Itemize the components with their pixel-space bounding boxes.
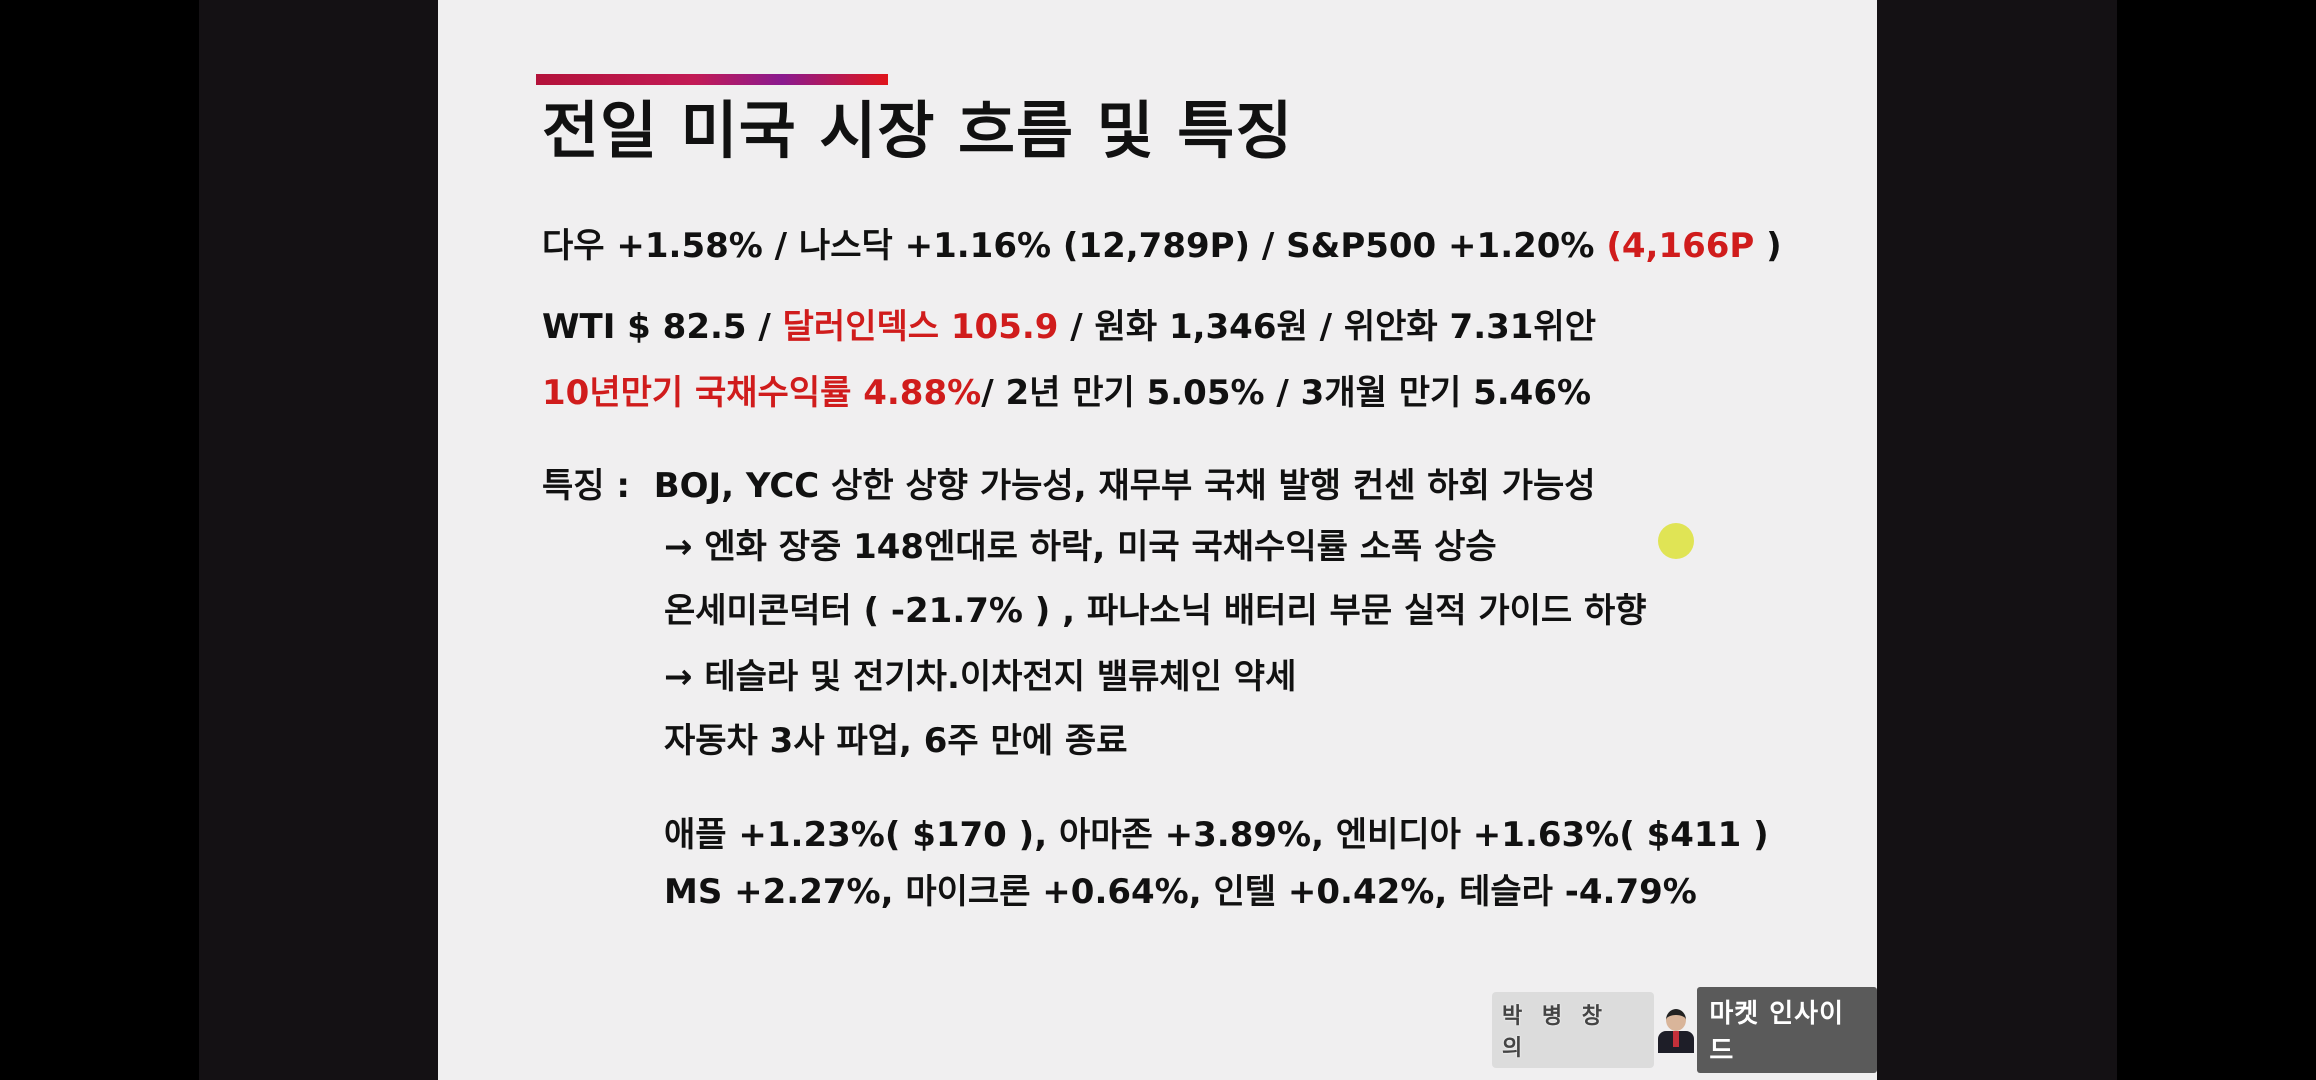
letterbox-right [2117, 0, 2316, 1080]
indices-tail: ) [1754, 226, 1782, 266]
feature-item: 자동차 3사 파업, 6주 만에 종료 [664, 721, 1128, 761]
fx-text: / 원화 1,346원 / 위안화 7.31위안 [1058, 307, 1596, 347]
title-accent-bar [536, 74, 888, 85]
macro-line-2: 10년만기 국채수익률 4.88%/ 2년 만기 5.05% / 3개월 만기 … [542, 376, 1591, 410]
macro-line-1: WTI $ 82.5 / 달러인덱스 105.9 / 원화 1,346원 / 위… [542, 310, 1596, 344]
presentation-slide: 전일 미국 시장 흐름 및 특징 다우 +1.58% / 나스닥 +1.16% … [438, 0, 1877, 1080]
features-line: 특징 : BOJ, YCC 상한 상향 가능성, 재무부 국채 발행 컨센 하회… [542, 469, 1596, 503]
treasury-other: / 2년 만기 5.05% / 3개월 만기 5.46% [981, 373, 1592, 413]
pointer-highlight [1658, 523, 1694, 559]
show-name: 마켓 인사이드 [1697, 987, 1877, 1073]
stocks-line: 애플 +1.23%( $170 ), 아마존 +3.89%, 엔비디아 +1.6… [664, 815, 1769, 855]
letterbox-left [0, 0, 199, 1080]
video-pad-left [199, 0, 438, 1080]
indices-line: 다우 +1.58% / 나스닥 +1.16% (12,789P) / S&P50… [542, 229, 1782, 263]
video-pad-right [1877, 0, 2117, 1080]
host-avatar-icon [1656, 1007, 1695, 1053]
stocks-line: MS +2.27%, 마이크론 +0.64%, 인텔 +0.42%, 테슬라 -… [664, 872, 1697, 912]
show-logo: 박 병 창 의 마켓 인사이드 [1492, 987, 1877, 1073]
dollar-index: 달러인덱스 105.9 [782, 307, 1059, 347]
feature-item: → 엔화 장중 148엔대로 하락, 미국 국채수익률 소폭 상승 [664, 527, 1497, 567]
host-name: 박 병 창 의 [1492, 992, 1655, 1068]
indices-text: 다우 +1.58% / 나스닥 +1.16% (12,789P) / S&P50… [542, 226, 1607, 266]
treasury-10y: 10년만기 국채수익률 4.88% [542, 373, 982, 413]
slide-title: 전일 미국 시장 흐름 및 특징 [542, 94, 1294, 167]
feature-item: 온세미콘덕터 ( -21.7% ) , 파나소닉 배터리 부문 실적 가이드 하… [664, 591, 1647, 631]
feature-item: BOJ, YCC 상한 상향 가능성, 재무부 국채 발행 컨센 하회 가능성 [653, 466, 1596, 506]
feature-item: → 테슬라 및 전기차.이차전지 밸류체인 약세 [664, 657, 1297, 697]
wti-text: WTI $ 82.5 / [542, 307, 783, 347]
sp500-level: (4,166P [1606, 226, 1755, 266]
features-label: 특징 : [542, 466, 630, 506]
